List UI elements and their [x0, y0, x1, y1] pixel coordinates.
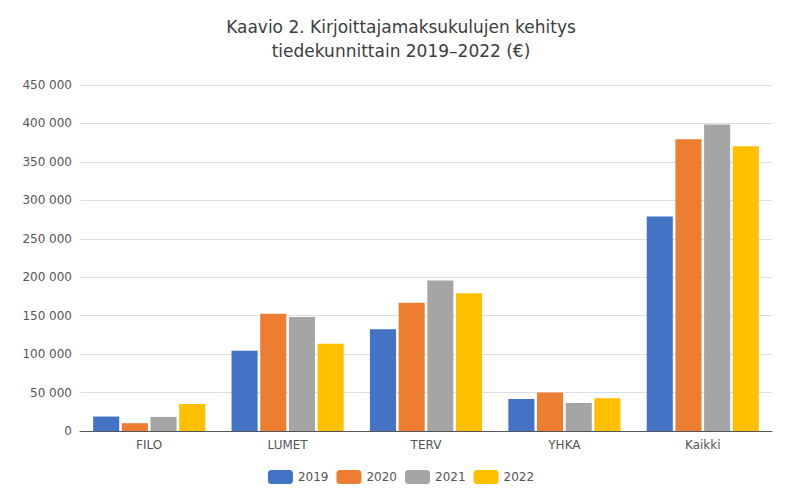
svg-text:400 000: 400 000 — [22, 116, 72, 130]
svg-text:100 000: 100 000 — [22, 347, 72, 361]
svg-text:350 000: 350 000 — [22, 155, 72, 169]
svg-text:2019: 2019 — [298, 470, 329, 484]
svg-text:YHKA: YHKA — [547, 438, 581, 452]
svg-text:LUMET: LUMET — [268, 438, 309, 452]
svg-text:150 000: 150 000 — [22, 309, 72, 323]
svg-text:Kaikki: Kaikki — [685, 438, 721, 452]
svg-text:450 000: 450 000 — [22, 78, 72, 92]
svg-text:50 000: 50 000 — [30, 386, 72, 400]
svg-text:250 000: 250 000 — [22, 232, 72, 246]
svg-text:2022: 2022 — [504, 470, 535, 484]
svg-text:TERV: TERV — [410, 438, 443, 452]
svg-text:200 000: 200 000 — [22, 270, 72, 284]
svg-text:0: 0 — [64, 424, 72, 438]
svg-text:2020: 2020 — [366, 470, 397, 484]
svg-text:Kaavio 2. Kirjoittajamaksukulu: Kaavio 2. Kirjoittajamaksukulujen kehity… — [226, 17, 576, 37]
svg-text:300 000: 300 000 — [22, 193, 72, 207]
svg-text:tiedekunnittain 2019–2022 (€): tiedekunnittain 2019–2022 (€) — [272, 41, 531, 61]
svg-text:2021: 2021 — [435, 470, 466, 484]
svg-text:FILO: FILO — [136, 438, 162, 452]
